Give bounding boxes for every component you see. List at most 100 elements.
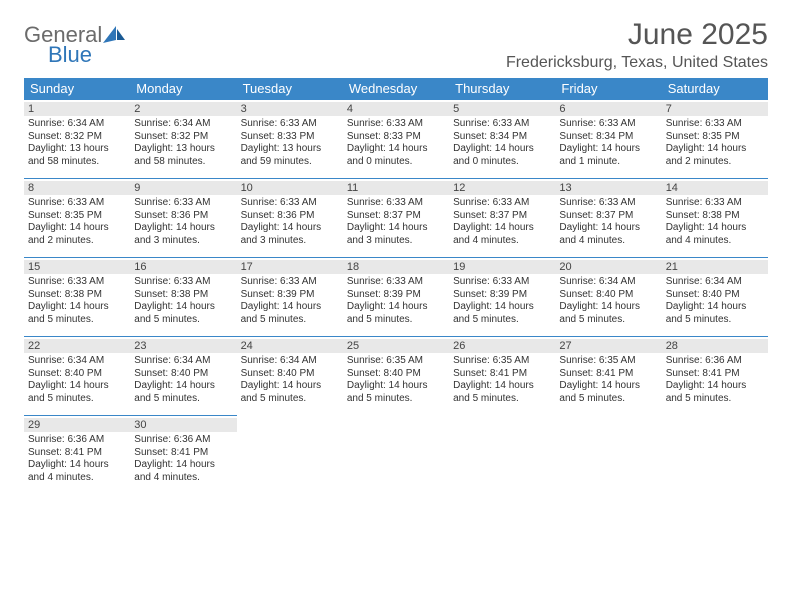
sunrise-text: Sunrise: 6:33 AM — [453, 197, 551, 210]
day-number: 25 — [343, 339, 449, 353]
day-cell: 15Sunrise: 6:33 AMSunset: 8:38 PMDayligh… — [24, 257, 130, 332]
sunset-text: Sunset: 8:40 PM — [28, 368, 126, 381]
day-number: 26 — [449, 339, 555, 353]
sunrise-text: Sunrise: 6:35 AM — [347, 355, 445, 368]
sunset-text: Sunset: 8:41 PM — [453, 368, 551, 381]
day-content: 6Sunrise: 6:33 AMSunset: 8:34 PMDaylight… — [555, 99, 661, 174]
day-content: 10Sunrise: 6:33 AMSunset: 8:36 PMDayligh… — [237, 178, 343, 253]
day-content: 21Sunrise: 6:34 AMSunset: 8:40 PMDayligh… — [662, 257, 768, 332]
day-cell — [555, 415, 661, 490]
sunrise-text: Sunrise: 6:33 AM — [134, 276, 232, 289]
daylight-text: Daylight: 13 hours and 58 minutes. — [28, 143, 126, 168]
sunset-text: Sunset: 8:38 PM — [28, 289, 126, 302]
week-row: 22Sunrise: 6:34 AMSunset: 8:40 PMDayligh… — [24, 336, 768, 411]
sunrise-text: Sunrise: 6:33 AM — [559, 118, 657, 131]
day-cell: 2Sunrise: 6:34 AMSunset: 8:32 PMDaylight… — [130, 99, 236, 174]
day-content: 20Sunrise: 6:34 AMSunset: 8:40 PMDayligh… — [555, 257, 661, 332]
sunset-text: Sunset: 8:34 PM — [559, 131, 657, 144]
empty-day — [237, 415, 343, 485]
sunset-text: Sunset: 8:34 PM — [453, 131, 551, 144]
sunrise-text: Sunrise: 6:33 AM — [666, 197, 764, 210]
daylight-text: Daylight: 14 hours and 5 minutes. — [134, 380, 232, 405]
week-row: 15Sunrise: 6:33 AMSunset: 8:38 PMDayligh… — [24, 257, 768, 332]
day-content: 28Sunrise: 6:36 AMSunset: 8:41 PMDayligh… — [662, 336, 768, 411]
day-cell: 28Sunrise: 6:36 AMSunset: 8:41 PMDayligh… — [662, 336, 768, 411]
day-content: 29Sunrise: 6:36 AMSunset: 8:41 PMDayligh… — [24, 415, 130, 490]
daylight-text: Daylight: 14 hours and 5 minutes. — [241, 380, 339, 405]
daylight-text: Daylight: 14 hours and 3 minutes. — [347, 222, 445, 247]
sunrise-text: Sunrise: 6:34 AM — [134, 118, 232, 131]
day-content: 12Sunrise: 6:33 AMSunset: 8:37 PMDayligh… — [449, 178, 555, 253]
day-cell: 1 Sunrise: 6:34 AMSunset: 8:32 PMDaylight… — [24, 99, 130, 174]
day-number: 17 — [237, 260, 343, 274]
sunset-text: Sunset: 8:41 PM — [666, 368, 764, 381]
day-number: 28 — [662, 339, 768, 353]
day-content: 3Sunrise: 6:33 AMSunset: 8:33 PMDaylight… — [237, 99, 343, 174]
sunset-text: Sunset: 8:38 PM — [134, 289, 232, 302]
col-friday: Friday — [555, 78, 661, 99]
empty-day — [662, 415, 768, 485]
sunrise-text: Sunrise: 6:34 AM — [241, 355, 339, 368]
sunrise-text: Sunrise: 6:34 AM — [28, 118, 126, 131]
sunrise-text: Sunrise: 6:33 AM — [241, 197, 339, 210]
col-tuesday: Tuesday — [237, 78, 343, 99]
daylight-text: Daylight: 14 hours and 4 minutes. — [134, 459, 232, 484]
col-wednesday: Wednesday — [343, 78, 449, 99]
sunset-text: Sunset: 8:40 PM — [347, 368, 445, 381]
day-cell: 7Sunrise: 6:33 AMSunset: 8:35 PMDaylight… — [662, 99, 768, 174]
sunrise-text: Sunrise: 6:33 AM — [28, 276, 126, 289]
day-number: 20 — [555, 260, 661, 274]
day-cell: 13Sunrise: 6:33 AMSunset: 8:37 PMDayligh… — [555, 178, 661, 253]
day-content: 26Sunrise: 6:35 AMSunset: 8:41 PMDayligh… — [449, 336, 555, 411]
day-number: 29 — [24, 418, 130, 432]
empty-day — [555, 415, 661, 485]
day-cell: 5Sunrise: 6:33 AMSunset: 8:34 PMDaylight… — [449, 99, 555, 174]
header: General Blue June 2025 Fredericksburg, T… — [24, 18, 768, 72]
day-number: 8 — [24, 181, 130, 195]
daylight-text: Daylight: 14 hours and 2 minutes. — [28, 222, 126, 247]
day-number: 16 — [130, 260, 236, 274]
sunrise-text: Sunrise: 6:33 AM — [134, 197, 232, 210]
sunrise-text: Sunrise: 6:33 AM — [666, 118, 764, 131]
sunset-text: Sunset: 8:41 PM — [28, 447, 126, 460]
day-number: 30 — [130, 418, 236, 432]
day-cell — [662, 415, 768, 490]
sunrise-text: Sunrise: 6:36 AM — [666, 355, 764, 368]
daylight-text: Daylight: 14 hours and 0 minutes. — [347, 143, 445, 168]
day-cell — [237, 415, 343, 490]
day-content: 25Sunrise: 6:35 AMSunset: 8:40 PMDayligh… — [343, 336, 449, 411]
day-cell: 9Sunrise: 6:33 AMSunset: 8:36 PMDaylight… — [130, 178, 236, 253]
sunset-text: Sunset: 8:37 PM — [453, 210, 551, 223]
day-content: 27Sunrise: 6:35 AMSunset: 8:41 PMDayligh… — [555, 336, 661, 411]
logo-sail-icon — [102, 26, 126, 44]
empty-day — [343, 415, 449, 485]
sunset-text: Sunset: 8:36 PM — [134, 210, 232, 223]
daylight-text: Daylight: 14 hours and 4 minutes. — [453, 222, 551, 247]
day-cell: 4Sunrise: 6:33 AMSunset: 8:33 PMDaylight… — [343, 99, 449, 174]
day-cell: 12Sunrise: 6:33 AMSunset: 8:37 PMDayligh… — [449, 178, 555, 253]
weekday-header-row: Sunday Monday Tuesday Wednesday Thursday… — [24, 78, 768, 99]
daylight-text: Daylight: 14 hours and 5 minutes. — [559, 380, 657, 405]
day-number: 4 — [343, 102, 449, 116]
sunrise-text: Sunrise: 6:35 AM — [453, 355, 551, 368]
sunrise-text: Sunrise: 6:34 AM — [666, 276, 764, 289]
sunset-text: Sunset: 8:40 PM — [134, 368, 232, 381]
day-cell: 24Sunrise: 6:34 AMSunset: 8:40 PMDayligh… — [237, 336, 343, 411]
daylight-text: Daylight: 14 hours and 5 minutes. — [134, 301, 232, 326]
sunrise-text: Sunrise: 6:33 AM — [453, 118, 551, 131]
day-content: 22Sunrise: 6:34 AMSunset: 8:40 PMDayligh… — [24, 336, 130, 411]
day-content: 24Sunrise: 6:34 AMSunset: 8:40 PMDayligh… — [237, 336, 343, 411]
day-number: 14 — [662, 181, 768, 195]
day-cell: 25Sunrise: 6:35 AMSunset: 8:40 PMDayligh… — [343, 336, 449, 411]
day-cell: 10Sunrise: 6:33 AMSunset: 8:36 PMDayligh… — [237, 178, 343, 253]
day-content: 5Sunrise: 6:33 AMSunset: 8:34 PMDaylight… — [449, 99, 555, 174]
day-cell: 16 Sunrise: 6:33 AMSunset: 8:38 PMDayligh… — [130, 257, 236, 332]
week-row: 29Sunrise: 6:36 AMSunset: 8:41 PMDayligh… — [24, 415, 768, 490]
sunset-text: Sunset: 8:39 PM — [347, 289, 445, 302]
day-number: 1 — [24, 102, 130, 116]
sunset-text: Sunset: 8:35 PM — [28, 210, 126, 223]
day-content: 11Sunrise: 6:33 AMSunset: 8:37 PMDayligh… — [343, 178, 449, 253]
day-number: 11 — [343, 181, 449, 195]
day-number: 21 — [662, 260, 768, 274]
sunset-text: Sunset: 8:32 PM — [28, 131, 126, 144]
